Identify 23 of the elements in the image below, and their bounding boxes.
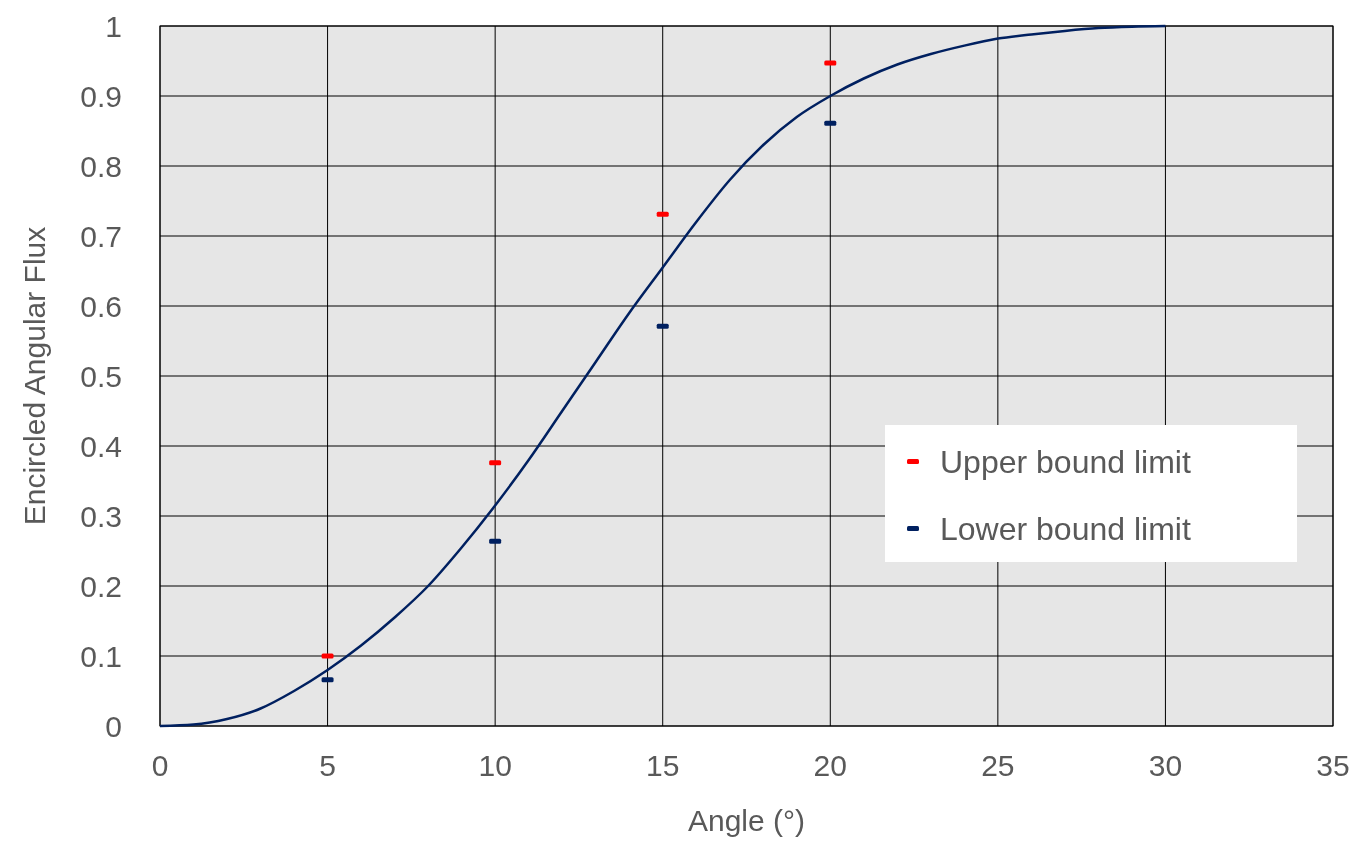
x-tick-label: 5 (319, 749, 336, 782)
legend-label: Lower bound limit (940, 511, 1191, 548)
x-tick-label: 35 (1316, 749, 1350, 782)
y-tick-label: 0.6 (80, 289, 122, 323)
x-tick-label: 25 (981, 749, 1015, 782)
y-tick-label: 0 (105, 709, 122, 743)
y-tick-label: 0.7 (80, 219, 122, 253)
y-tick-label: 0.5 (80, 359, 122, 393)
y-tick-label: 1 (105, 9, 122, 43)
y-axis-title: Encircled Angular Flux (18, 226, 51, 526)
y-tick-label: 0.9 (80, 79, 122, 113)
x-tick-label: 15 (646, 749, 680, 782)
x-tick-label: 30 (1148, 749, 1183, 782)
x-tick-label: 0 (151, 749, 169, 782)
y-tick-label: 0.1 (80, 639, 122, 673)
legend-label: Upper bound limit (940, 444, 1191, 481)
y-tick-label: 0.3 (80, 499, 122, 533)
y-tick-label: 0.8 (80, 149, 122, 183)
y-tick-label: 0.4 (80, 429, 122, 463)
x-tick-label: 20 (813, 749, 847, 782)
x-axis-title: Angle (°) (687, 804, 806, 837)
x-tick-label: 10 (478, 749, 512, 782)
y-tick-label: 0.2 (80, 569, 122, 603)
